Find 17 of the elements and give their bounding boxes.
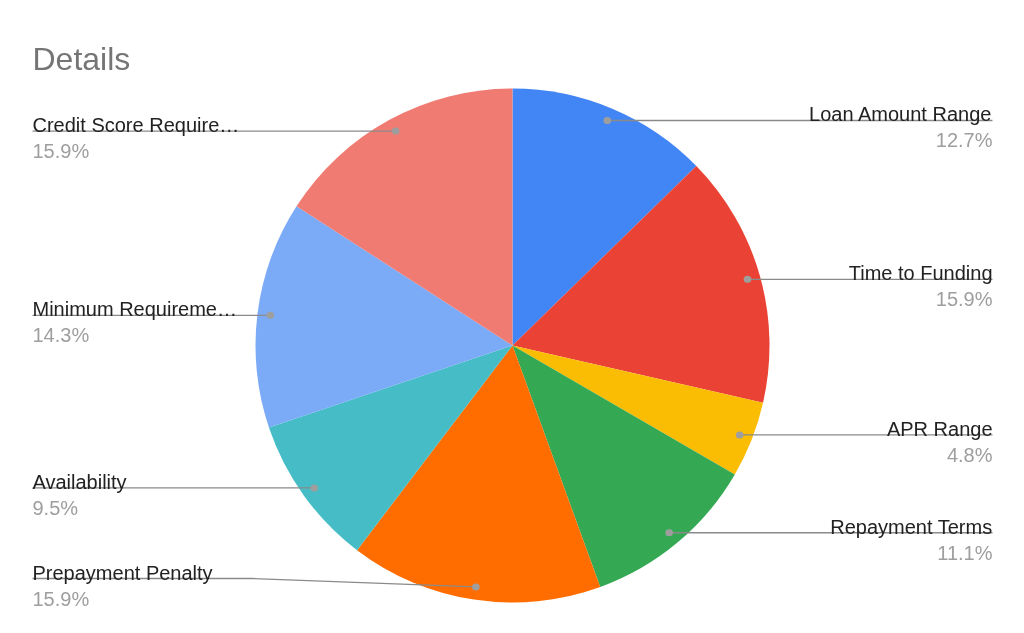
slice-label: Loan Amount Range [809, 103, 992, 126]
data-label: 4.8% [946, 443, 993, 466]
slice-label: Minimum Requireme… [32, 298, 237, 321]
slice-label: Prepayment Penalty [32, 561, 213, 584]
data-label: 15.9% [935, 288, 993, 311]
data-label: 12.7% [935, 129, 993, 152]
data-label: 15.9% [32, 140, 90, 163]
slice-label: Repayment Terms [830, 515, 993, 538]
data-label: 15.9% [32, 587, 90, 610]
slice-label: Availability [32, 470, 127, 493]
slice-label: APR Range [886, 417, 993, 440]
slice-label: Time to Funding [848, 262, 993, 285]
data-label: 9.5% [32, 496, 79, 519]
slice-label: Credit Score Require… [32, 114, 240, 137]
chart-title: Details [32, 40, 131, 77]
data-label: 11.1% [937, 541, 993, 564]
data-label: 14.3% [32, 324, 90, 347]
